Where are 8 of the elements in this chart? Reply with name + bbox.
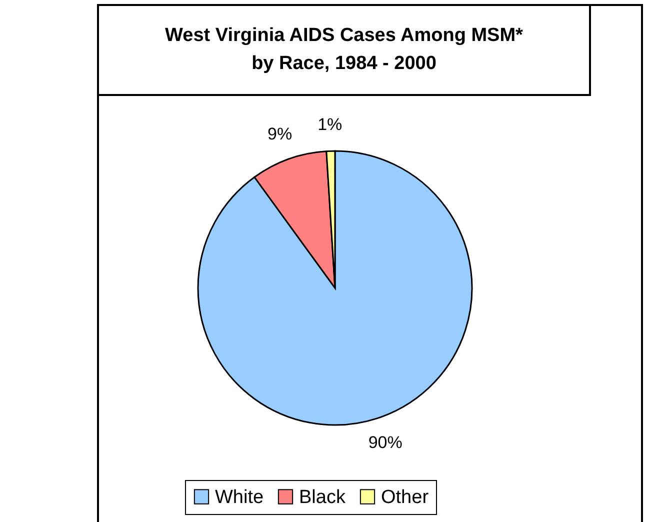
- data-label: 90%: [368, 433, 402, 452]
- legend-label: Other: [381, 486, 430, 508]
- chart-title: West Virginia AIDS Cases Among MSM* by Race, 1984 - 2000: [97, 4, 591, 96]
- legend-label: White: [215, 486, 264, 508]
- data-label: 9%: [267, 124, 292, 144]
- legend-label: Black: [299, 486, 346, 508]
- pie-slice: [197, 150, 473, 426]
- data-label: 1%: [318, 115, 342, 134]
